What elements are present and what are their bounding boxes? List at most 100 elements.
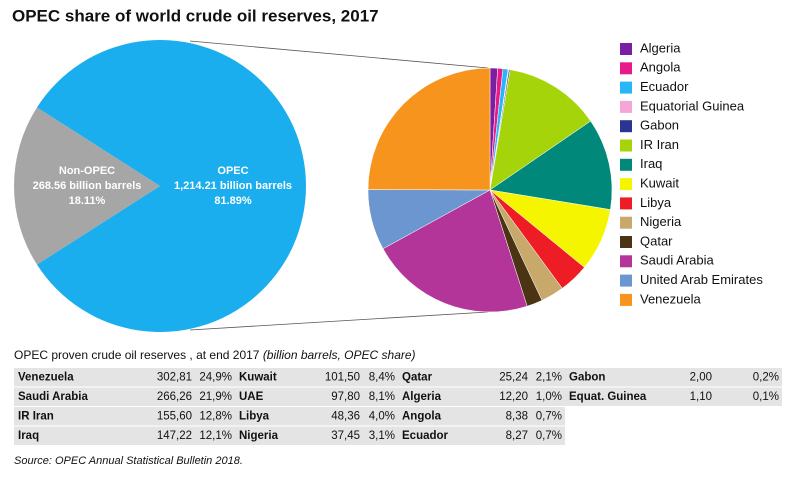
- caption-main: OPEC proven crude oil reserves , at end …: [14, 348, 260, 362]
- table-cell: [565, 387, 782, 406]
- cell-value: 48,36: [331, 411, 360, 423]
- pie-slice: [489, 69, 592, 191]
- cell-name: Qatar: [402, 372, 433, 384]
- cell-name: Nigeria: [239, 430, 279, 442]
- cell-name: Iraq: [18, 430, 39, 442]
- table-cell: [565, 368, 782, 387]
- legend-label: Angola: [640, 60, 681, 75]
- legend-label: Qatar: [640, 233, 673, 248]
- cell-value: 25,24: [499, 372, 528, 384]
- slice-label: OPEC: [217, 165, 248, 177]
- slice-volume: 268.56 billion barrels: [33, 180, 142, 192]
- legend-swatch: [620, 62, 632, 75]
- legend-swatch: [620, 293, 632, 306]
- cell-share: 0,7%: [536, 430, 562, 442]
- cell-name: IR Iran: [18, 411, 54, 423]
- legend-label: Equatorial Guinea: [640, 98, 745, 113]
- cell-value: 37,45: [331, 430, 360, 442]
- legend-label: Gabon: [640, 118, 679, 133]
- cell-share: 12,8%: [199, 411, 232, 423]
- pie-slice: [367, 67, 491, 191]
- legend-swatch: [620, 139, 632, 152]
- legend-swatch: [620, 216, 632, 229]
- table-cell: [14, 368, 235, 387]
- cell-share: 0,2%: [753, 372, 779, 384]
- table-cell: [14, 407, 235, 426]
- legend-label: Iraq: [640, 156, 662, 171]
- table-cell: [235, 368, 398, 387]
- legend-swatch: [620, 43, 632, 55]
- connector: [189, 311, 489, 331]
- legend-label: Libya: [640, 195, 672, 210]
- legend-label: Kuwait: [640, 176, 679, 191]
- table-caption: OPEC proven crude oil reserves , at end …: [14, 348, 416, 362]
- cell-name: Saudi Arabia: [18, 391, 88, 403]
- cell-value: 8,38: [506, 411, 528, 423]
- legend-label: Venezuela: [640, 291, 701, 306]
- legend-swatch: [620, 100, 632, 113]
- chart-title: OPEC share of world crude oil reserves, …: [12, 6, 379, 25]
- cell-value: 1,10: [690, 391, 712, 403]
- cell-value: 155,60: [157, 411, 192, 423]
- cell-share: 3,1%: [369, 430, 395, 442]
- cell-share: 24,9%: [199, 372, 232, 384]
- table-cell: [14, 387, 235, 406]
- legend-swatch: [620, 197, 632, 210]
- pie-slice: [14, 107, 161, 265]
- source: Source: OPEC Annual Statistical Bulletin…: [14, 455, 243, 467]
- cell-name: Equat. Guinea: [569, 391, 647, 403]
- table-cell: [235, 426, 398, 445]
- cell-share: 1,0%: [536, 391, 562, 403]
- legend-swatch: [620, 158, 632, 171]
- cell-share: 0,7%: [536, 411, 562, 423]
- cell-value: 12,20: [499, 391, 528, 403]
- legend-label: United Arab Emirates: [640, 272, 763, 287]
- slice-volume: 1,214.21 billion barrels: [174, 180, 292, 192]
- cell-share: 12,1%: [199, 430, 232, 442]
- cell-share: 8,1%: [369, 391, 395, 403]
- table-cell: [398, 387, 565, 406]
- cell-share: 21,9%: [199, 391, 232, 403]
- legend-swatch: [620, 120, 632, 133]
- cell-name: Ecuador: [402, 430, 449, 442]
- cell-value: 147,22: [157, 430, 192, 442]
- cell-value: 8,27: [506, 430, 528, 442]
- cell-name: Libya: [239, 411, 270, 423]
- table-cell: [398, 368, 565, 387]
- legend-label: Algeria: [640, 40, 681, 55]
- table-cell: [398, 407, 565, 426]
- cell-name: Angola: [402, 411, 442, 423]
- slice-value: 81.89%: [214, 195, 252, 207]
- caption-note: (billion barrels, OPEC share): [263, 348, 416, 362]
- legend-label: Saudi Arabia: [640, 253, 714, 268]
- legend-swatch: [620, 274, 632, 287]
- cell-value: 2,00: [690, 372, 712, 384]
- table-cell: [14, 426, 235, 445]
- cell-name: Kuwait: [239, 372, 277, 384]
- legend-label: IR Iran: [640, 137, 679, 152]
- connector: [189, 40, 489, 69]
- pie-slice: [382, 189, 528, 313]
- table-cell: [235, 407, 398, 426]
- cell-name: Algeria: [402, 391, 442, 403]
- cell-share: 4,0%: [369, 411, 395, 423]
- legend-swatch: [620, 81, 632, 94]
- table-cell: [235, 387, 398, 406]
- cell-share: 0,1%: [753, 391, 779, 403]
- cell-share: 8,4%: [369, 372, 395, 384]
- legend-swatch: [620, 255, 632, 268]
- cell-name: Gabon: [569, 372, 605, 384]
- slice-label: Non-OPEC: [59, 165, 115, 177]
- cell-value: 302,81: [157, 372, 192, 384]
- cell-value: 97,80: [331, 391, 360, 403]
- table-cell: [398, 426, 565, 445]
- cell-share: 2,1%: [536, 372, 562, 384]
- legend-swatch: [620, 236, 632, 248]
- cell-name: Venezuela: [18, 372, 74, 384]
- pie-slice: [36, 40, 306, 333]
- cell-name: UAE: [239, 391, 264, 403]
- cell-value: 101,50: [325, 372, 360, 384]
- legend-label: Ecuador: [640, 79, 689, 94]
- legend-label: Nigeria: [640, 214, 682, 229]
